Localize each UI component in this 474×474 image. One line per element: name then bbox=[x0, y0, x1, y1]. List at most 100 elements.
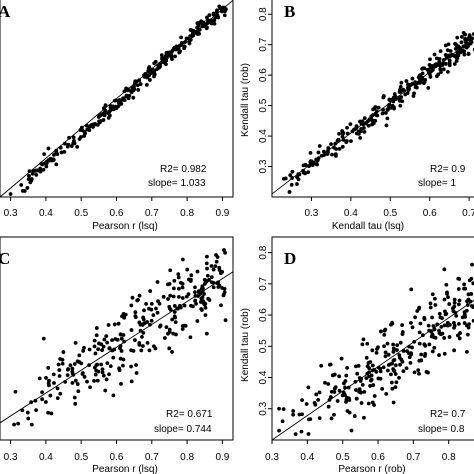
data-point bbox=[44, 159, 49, 164]
data-point bbox=[368, 384, 373, 388]
data-point bbox=[291, 412, 296, 417]
data-point bbox=[370, 348, 375, 353]
data-point bbox=[382, 332, 387, 337]
data-point bbox=[41, 336, 46, 341]
data-point bbox=[422, 342, 427, 347]
data-point bbox=[417, 330, 422, 335]
y-tick-label: 0.3 bbox=[258, 401, 269, 415]
data-point bbox=[409, 320, 413, 325]
data-point bbox=[391, 346, 396, 351]
data-point bbox=[329, 142, 333, 146]
data-point bbox=[432, 296, 437, 301]
data-point bbox=[354, 388, 358, 392]
panel-b: B 0.3 0.4 0.5 0.6 0.7 0.3 0.4 0.5 0.6 0.7 0.8 R2=… bbox=[240, 0, 474, 232]
data-point bbox=[401, 349, 406, 353]
data-point bbox=[133, 81, 137, 85]
data-point bbox=[209, 275, 214, 280]
data-point bbox=[446, 295, 450, 300]
data-point bbox=[46, 366, 51, 370]
data-point bbox=[111, 393, 116, 398]
data-point bbox=[277, 406, 281, 411]
data-point bbox=[389, 372, 393, 377]
data-point bbox=[372, 367, 377, 372]
data-point bbox=[28, 180, 33, 185]
data-point bbox=[89, 123, 93, 128]
data-point bbox=[167, 282, 172, 286]
data-point bbox=[465, 303, 470, 307]
data-point bbox=[370, 363, 375, 368]
data-point bbox=[75, 359, 80, 364]
data-point bbox=[206, 296, 211, 301]
data-point bbox=[366, 119, 370, 124]
data-point bbox=[288, 173, 293, 178]
data-point bbox=[384, 123, 389, 128]
data-point bbox=[452, 297, 457, 302]
x-axis-title: Pearson r (lsq) bbox=[92, 221, 158, 232]
data-point bbox=[169, 50, 174, 54]
data-point bbox=[457, 336, 462, 341]
data-point bbox=[456, 302, 461, 307]
x-tick-label: 0.8 bbox=[180, 208, 194, 219]
data-point bbox=[418, 79, 422, 84]
data-point bbox=[393, 363, 398, 368]
data-point bbox=[178, 305, 183, 310]
data-point bbox=[55, 386, 60, 391]
data-point bbox=[357, 387, 362, 392]
data-point bbox=[356, 129, 361, 134]
data-point bbox=[457, 321, 461, 326]
data-point bbox=[404, 79, 409, 83]
data-point bbox=[34, 408, 38, 413]
data-point bbox=[471, 305, 474, 309]
data-point bbox=[76, 389, 81, 394]
data-point bbox=[457, 277, 462, 281]
data-point bbox=[161, 294, 166, 299]
data-point bbox=[211, 12, 216, 17]
data-point bbox=[166, 297, 170, 301]
data-point bbox=[462, 44, 467, 49]
data-point bbox=[307, 417, 311, 422]
data-point bbox=[200, 308, 204, 312]
data-point bbox=[94, 326, 99, 330]
data-point bbox=[168, 308, 173, 312]
data-point bbox=[177, 294, 181, 299]
data-point bbox=[20, 408, 25, 413]
data-point bbox=[58, 145, 63, 150]
data-point bbox=[29, 422, 34, 427]
data-point bbox=[430, 292, 435, 297]
data-point bbox=[87, 363, 92, 368]
data-point bbox=[177, 50, 182, 55]
data-point bbox=[341, 390, 346, 395]
data-point bbox=[222, 287, 227, 291]
data-point bbox=[101, 344, 106, 349]
y-axis-title: Kendall tau (rob) bbox=[240, 308, 251, 382]
data-point bbox=[451, 309, 456, 314]
data-point bbox=[214, 259, 219, 264]
data-point bbox=[290, 176, 295, 180]
data-point bbox=[462, 310, 467, 314]
data-point bbox=[151, 313, 156, 318]
data-point bbox=[152, 61, 157, 66]
data-point bbox=[134, 371, 139, 375]
data-point bbox=[391, 400, 396, 405]
data-point bbox=[443, 312, 448, 317]
data-point bbox=[107, 372, 111, 377]
data-point bbox=[438, 67, 443, 72]
data-point bbox=[68, 363, 73, 368]
data-point bbox=[101, 118, 106, 122]
data-point bbox=[164, 62, 168, 67]
data-point bbox=[386, 363, 391, 367]
data-point bbox=[110, 338, 114, 343]
data-point bbox=[438, 63, 443, 68]
data-point bbox=[147, 348, 152, 353]
y-tick-label: 0.8 bbox=[258, 7, 269, 21]
data-point bbox=[344, 139, 349, 143]
data-point bbox=[358, 136, 363, 140]
data-point bbox=[345, 125, 349, 130]
data-point bbox=[323, 380, 327, 385]
data-point bbox=[219, 303, 223, 308]
data-point bbox=[63, 379, 68, 384]
data-point bbox=[441, 58, 446, 62]
data-point bbox=[99, 362, 104, 367]
panel-c: C 0.3 0.4 0.5 0.6 0.7 0.8 0.9 R2= 0.671 slope=… bbox=[0, 236, 234, 474]
data-point bbox=[139, 348, 144, 353]
